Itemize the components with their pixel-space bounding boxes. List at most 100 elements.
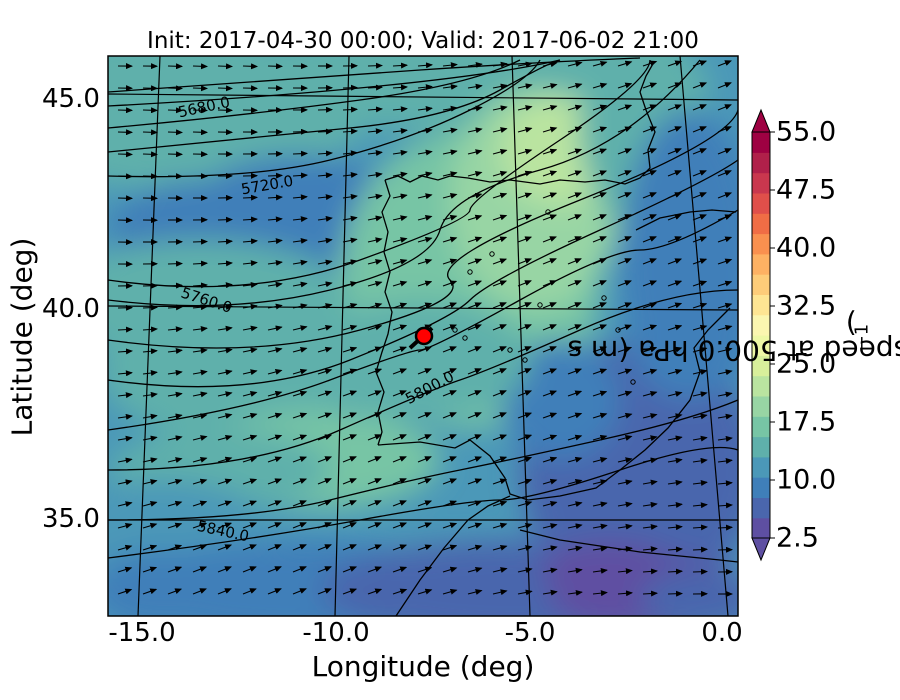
wind-arrow — [467, 83, 483, 90]
geopotential-contour — [108, 399, 738, 521]
wind-arrow — [442, 280, 458, 287]
wind-arrow — [717, 480, 733, 487]
wind-arrow — [367, 193, 383, 200]
wind-vectors — [117, 60, 733, 597]
wind-arrow — [442, 236, 458, 243]
location-marker — [414, 326, 434, 346]
wind-arrow — [467, 127, 483, 134]
wind-arrow — [542, 500, 558, 507]
wind-arrow — [642, 170, 657, 177]
wind-arrow — [367, 368, 383, 375]
wind-arrow — [317, 588, 332, 595]
colorbar-frame — [751, 131, 771, 539]
wind-arrow — [567, 412, 583, 419]
wind-arrow — [217, 303, 233, 310]
wind-arrow — [692, 546, 708, 553]
colorbar — [751, 108, 775, 562]
wind-arrow — [317, 259, 333, 266]
wind-arrow — [667, 236, 682, 243]
wind-arrow — [192, 478, 208, 485]
wind-arrow — [392, 215, 408, 222]
wind-arrow — [317, 281, 333, 288]
wind-arrow — [367, 237, 383, 244]
wind-arrow — [667, 479, 683, 486]
wind-arrow — [442, 588, 458, 595]
wind-arrow — [242, 325, 258, 332]
wind-arrow — [642, 60, 658, 67]
wind-arrow — [317, 522, 332, 529]
wind-arrow — [467, 61, 483, 68]
wind-arrow — [292, 390, 308, 397]
wind-arrow — [167, 304, 183, 311]
colorbar-band — [752, 335, 770, 356]
wind-arrow — [142, 304, 158, 311]
wind-arrow — [592, 412, 608, 419]
wind-arrow — [567, 170, 583, 177]
colorbar-band — [752, 274, 770, 295]
wind-arrow — [292, 412, 308, 419]
wind-arrow — [267, 303, 283, 310]
wind-arrow — [717, 413, 733, 420]
wind-arrow — [367, 128, 383, 135]
geopotential-contour — [108, 109, 738, 349]
wind-arrow — [592, 170, 608, 177]
wind-arrow — [142, 457, 158, 464]
wind-arrow — [217, 325, 233, 332]
wind-arrow — [567, 589, 583, 596]
wind-arrow — [217, 434, 233, 441]
wind-arrow — [542, 456, 558, 463]
wind-arrow — [542, 478, 558, 485]
wind-arrow — [367, 522, 382, 529]
wind-arrow — [267, 390, 283, 397]
wind-arrow — [617, 82, 633, 89]
wind-arrow — [317, 215, 333, 222]
wind-arrow — [267, 434, 283, 441]
wind-arrow — [442, 544, 458, 551]
graticule — [108, 56, 738, 616]
wind-arrow — [242, 391, 258, 397]
wind-arrow — [317, 500, 332, 507]
wind-arrow — [217, 369, 233, 376]
wind-arrow — [692, 502, 708, 509]
wind-arrow — [117, 457, 133, 464]
wind-arrow — [667, 590, 683, 597]
wind-arrow — [117, 566, 133, 573]
colorbar-band — [752, 416, 770, 438]
wind-arrow — [567, 567, 583, 574]
wind-arrow — [392, 346, 408, 353]
wind-arrow — [592, 192, 607, 199]
wind-arrow — [442, 62, 458, 69]
wind-arrow — [417, 412, 432, 419]
wind-arrow — [342, 150, 358, 157]
wind-arrow — [417, 127, 433, 134]
wind-arrow — [392, 544, 408, 551]
wind-arrow — [167, 435, 183, 442]
wind-arrow — [492, 522, 508, 529]
y-axis-label: Latitude (deg) — [5, 237, 39, 437]
wind-arrow — [667, 302, 683, 309]
terrain-contour-loop — [537, 302, 543, 308]
wind-arrow — [667, 126, 682, 133]
wind-arrow — [692, 60, 708, 67]
wind-arrow — [167, 588, 183, 595]
wind-arrow — [342, 522, 357, 529]
wind-arrow — [367, 588, 383, 595]
wind-arrow — [567, 368, 583, 375]
wind-arrow — [517, 368, 532, 375]
wind-arrow — [192, 566, 208, 573]
wind-arrow — [367, 84, 383, 91]
colorbar-band — [752, 517, 770, 539]
wind-arrow — [642, 214, 657, 221]
wind-arrow — [667, 192, 682, 199]
wind-arrow — [592, 368, 608, 375]
wind-arrow — [542, 368, 558, 375]
wind-arrow — [517, 148, 533, 155]
wind-arrow — [517, 280, 532, 287]
colorbar-tick-label: 10.0 — [776, 464, 837, 496]
wind-arrow — [567, 104, 583, 111]
wind-arrow — [142, 326, 158, 333]
speed-region — [310, 300, 530, 420]
wind-arrow — [642, 457, 658, 464]
wind-arrow — [217, 522, 233, 529]
colorbar-label: Horizontal wind speed at 500.0 hPa (m s−… — [567, 307, 900, 367]
